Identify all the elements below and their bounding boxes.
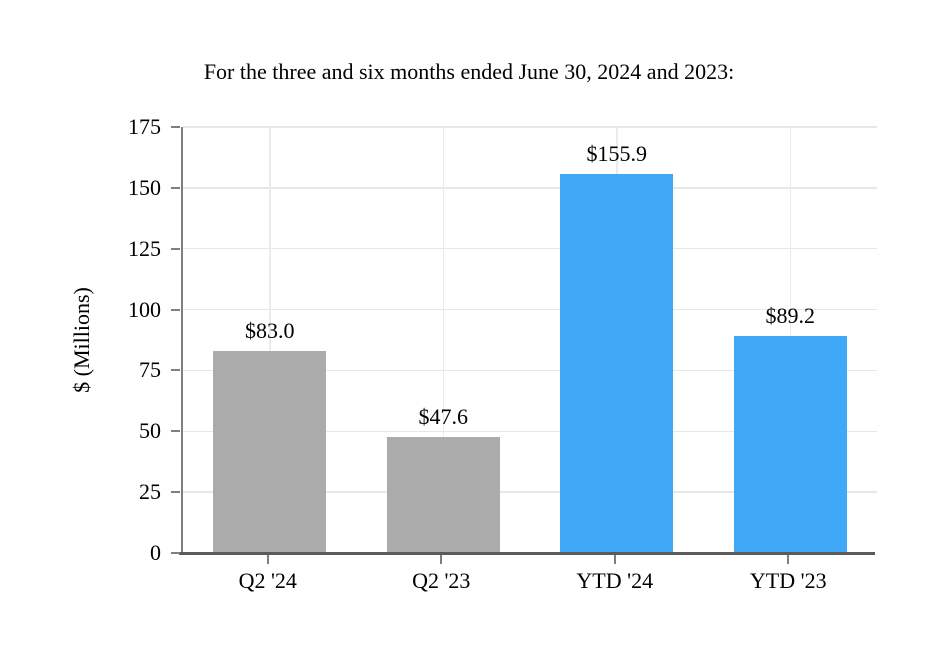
h-gridline xyxy=(183,491,877,493)
h-gridline xyxy=(183,369,877,372)
x-tick-label: Q2 '23 xyxy=(412,568,471,593)
v-gridline xyxy=(442,127,444,553)
x-tick-mark xyxy=(613,555,616,564)
bar xyxy=(560,173,674,553)
y-tick-label: 0 xyxy=(150,540,161,565)
bar-value-label: $83.0 xyxy=(245,317,295,343)
y-tick-label: 100 xyxy=(128,296,161,322)
h-gridline xyxy=(183,308,877,311)
y-tick-label: 50 xyxy=(139,418,161,444)
h-gridline xyxy=(183,187,877,189)
bar xyxy=(733,335,847,553)
y-tick-mark xyxy=(171,491,180,494)
bar-value-label: $47.6 xyxy=(418,404,469,430)
chart-title: For the three and six months ended June … xyxy=(203,59,735,84)
bar-value-label: $155.9 xyxy=(586,140,648,166)
bar xyxy=(386,437,500,553)
v-gridline xyxy=(269,127,271,553)
x-tick-label: YTD '23 xyxy=(749,568,827,593)
y-tick-mark xyxy=(171,186,180,189)
y-tick-label: 25 xyxy=(139,479,161,505)
x-tick-label: YTD '24 xyxy=(576,568,654,593)
h-gridline xyxy=(183,247,877,250)
x-axis-line xyxy=(179,552,875,555)
y-tick-mark xyxy=(171,247,180,250)
y-tick-label: 75 xyxy=(139,357,161,383)
x-tick-mark xyxy=(440,555,443,564)
y-tick-label: 150 xyxy=(128,174,161,200)
y-tick-mark xyxy=(171,126,180,128)
h-gridline xyxy=(183,126,877,128)
x-tick-label: Q2 '24 xyxy=(238,568,297,593)
x-tick-mark xyxy=(787,555,790,564)
y-tick-mark xyxy=(171,552,180,554)
bar xyxy=(213,350,327,553)
y-tick-mark xyxy=(171,430,180,433)
plot-area: $83.0 $47.6 $155.9 $89.2 xyxy=(181,126,877,553)
h-gridline xyxy=(183,430,877,433)
y-tick-label: 125 xyxy=(128,235,161,261)
y-tick-label: 175 xyxy=(128,114,161,139)
x-tick-mark xyxy=(266,555,269,564)
y-tick-mark xyxy=(171,308,180,311)
y-tick-mark xyxy=(171,369,180,372)
bar-value-label: $89.2 xyxy=(765,302,816,328)
